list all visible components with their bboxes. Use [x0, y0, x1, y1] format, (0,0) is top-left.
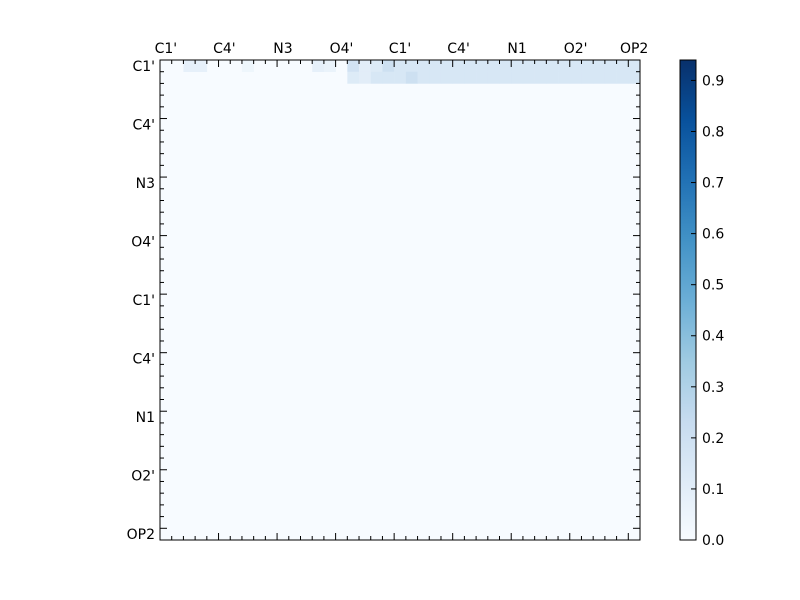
heatmap-cell — [546, 60, 559, 73]
colorbar-bar — [679, 59, 697, 541]
heatmap-cell — [616, 71, 629, 84]
y-tick-label: C4' — [132, 352, 155, 368]
heatmap-cell — [452, 71, 465, 84]
heatmap-cell — [405, 60, 418, 73]
y-tick-label: C4' — [132, 117, 155, 133]
heatmap-cell — [382, 60, 395, 73]
heatmap-cell — [616, 60, 629, 73]
heatmap-cell — [405, 71, 418, 84]
heatmap-cell — [534, 60, 547, 73]
heatmap-cell — [522, 71, 535, 84]
colorbar-tick-label: 0.2 — [702, 431, 724, 447]
heatmap-cell — [569, 71, 582, 84]
colorbar: 0.0 0.1 0.2 0.3 0.4 0.5 0.6 0.7 0.8 0.9 — [679, 59, 724, 549]
heatmap-cell — [394, 71, 407, 84]
heatmap-cell — [487, 71, 500, 84]
x-axis: C1' C4' N3 O4' C1' C4' N1 O2' OP2 — [155, 41, 648, 540]
colorbar-tick-label: 0.7 — [702, 176, 724, 192]
x-tick-label: O4' — [330, 41, 354, 57]
heatmap-cell — [487, 60, 500, 73]
heatmap-cell — [534, 71, 547, 84]
heatmap-cell — [429, 71, 442, 84]
heatmap-cell — [347, 60, 360, 73]
heatmap-cell — [558, 60, 571, 73]
colorbar-tick-label: 0.9 — [702, 73, 724, 89]
heatmap-cell — [558, 71, 571, 84]
heatmap-cell — [593, 71, 606, 84]
heatmap-cell — [370, 60, 383, 73]
heatmap-cell — [394, 60, 407, 73]
heatmap-cell — [417, 60, 430, 73]
colorbar-tick-label: 0.6 — [702, 227, 724, 243]
y-axis: C1' C4' N3 O4' C1' C4' N1 O2' OP2 — [127, 59, 640, 543]
y-tick-label: N1 — [136, 410, 155, 426]
heatmap-cell — [312, 60, 325, 73]
heatmap-cell — [511, 71, 524, 84]
heatmap-cell — [581, 60, 594, 73]
heatmap-cell — [452, 60, 465, 73]
colorbar-tick-label: 0.3 — [702, 380, 724, 396]
heatmap-background — [160, 60, 640, 540]
heatmap-cell — [183, 60, 196, 73]
heatmap-cell — [382, 71, 395, 84]
heatmap-cell — [370, 71, 383, 84]
heatmap-cell — [195, 60, 208, 73]
colorbar-tick-label: 0.0 — [702, 533, 724, 549]
heatmap-cell — [628, 60, 641, 73]
y-tick-label: C1' — [132, 293, 155, 309]
colorbar-tick-label: 0.4 — [702, 329, 724, 345]
heatmap-cell — [440, 71, 453, 84]
colorbar-tick-label: 0.1 — [702, 482, 724, 498]
x-tick-label: O2' — [564, 41, 588, 57]
heatmap-cell — [464, 71, 477, 84]
heatmap-cell — [569, 60, 582, 73]
x-tick-label: C4' — [213, 41, 236, 57]
heatmap-cell — [499, 60, 512, 73]
heatmap-cell — [347, 71, 360, 84]
colorbar-tick-label: 0.8 — [702, 124, 724, 140]
heatmap-cell — [511, 60, 524, 73]
plot-frame — [159, 59, 641, 541]
x-tick-label: N1 — [507, 41, 526, 57]
x-tick-label: C1' — [155, 41, 178, 57]
heatmap-cell — [499, 71, 512, 84]
x-tick-label: OP2 — [620, 41, 648, 57]
heatmap-frame — [159, 59, 641, 541]
heatmap-cells — [160, 60, 641, 540]
x-tick-label: C4' — [447, 41, 470, 57]
heatmap-cell — [581, 71, 594, 84]
heatmap-cell — [522, 60, 535, 73]
heatmap-cell — [604, 60, 617, 73]
colorbar-tick-label: 0.5 — [702, 278, 724, 294]
heatmap-cell — [241, 60, 254, 73]
heatmap-cell — [476, 71, 489, 84]
heatmap-cell — [323, 60, 336, 73]
y-tick-label: N3 — [136, 176, 155, 192]
heatmap-cell — [546, 71, 559, 84]
y-tick-label: C1' — [132, 59, 155, 75]
heatmap-cell — [628, 71, 641, 84]
y-tick-label: O4' — [131, 234, 155, 250]
heatmap-cell — [429, 60, 442, 73]
x-tick-label: N3 — [273, 41, 292, 57]
heatmap-cell — [476, 60, 489, 73]
heatmap-cell — [417, 71, 430, 84]
y-tick-label: O2' — [131, 469, 155, 485]
heatmap-cell — [359, 71, 372, 84]
heatmap-cell — [440, 60, 453, 73]
heatmap-cell — [604, 71, 617, 84]
heatmap-cell — [464, 60, 477, 73]
heatmap-cell — [593, 60, 606, 73]
heatmap-cell — [359, 60, 372, 73]
y-tick-label: OP2 — [127, 527, 155, 543]
x-tick-label: C1' — [389, 41, 412, 57]
